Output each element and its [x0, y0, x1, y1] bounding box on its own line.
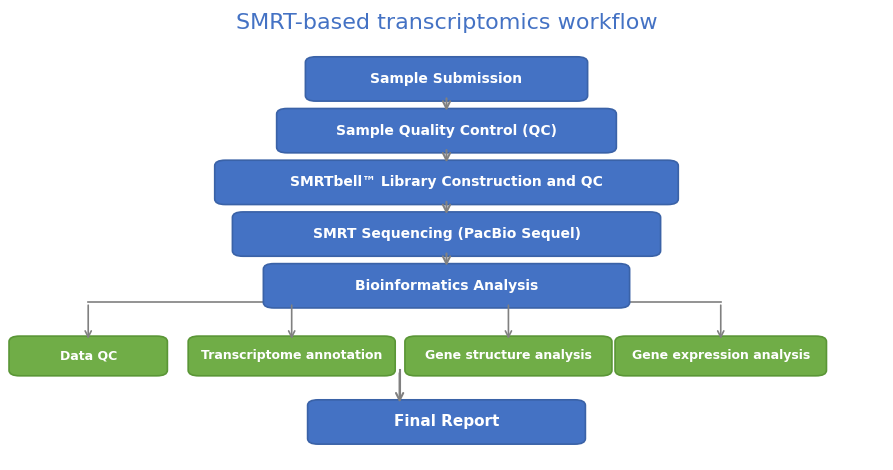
Text: Bioinformatics Analysis: Bioinformatics Analysis — [355, 279, 538, 293]
FancyBboxPatch shape — [615, 336, 826, 376]
FancyBboxPatch shape — [307, 400, 586, 444]
Text: SMRTbell™ Library Construction and QC: SMRTbell™ Library Construction and QC — [290, 175, 603, 189]
Text: Sample Quality Control (QC): Sample Quality Control (QC) — [336, 124, 557, 138]
Text: SMRT-based transcriptomics workflow: SMRT-based transcriptomics workflow — [236, 13, 657, 32]
FancyBboxPatch shape — [188, 336, 396, 376]
Text: Gene expression analysis: Gene expression analysis — [631, 350, 810, 362]
Text: Transcriptome annotation: Transcriptome annotation — [201, 350, 382, 362]
FancyBboxPatch shape — [232, 212, 661, 256]
FancyBboxPatch shape — [9, 336, 167, 376]
Text: SMRT Sequencing (PacBio Sequel): SMRT Sequencing (PacBio Sequel) — [313, 227, 580, 241]
Text: Sample Submission: Sample Submission — [371, 72, 522, 86]
FancyBboxPatch shape — [405, 336, 612, 376]
FancyBboxPatch shape — [277, 109, 616, 153]
Text: Gene structure analysis: Gene structure analysis — [425, 350, 592, 362]
Text: Data QC: Data QC — [60, 350, 117, 362]
FancyBboxPatch shape — [305, 57, 588, 101]
Text: Final Report: Final Report — [394, 415, 499, 430]
FancyBboxPatch shape — [214, 160, 679, 204]
FancyBboxPatch shape — [263, 264, 630, 308]
